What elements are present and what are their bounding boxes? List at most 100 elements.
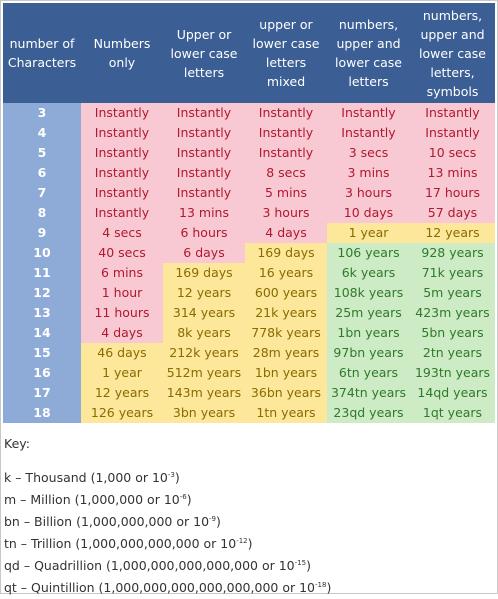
table-cell: 13 mins — [410, 163, 495, 183]
key-item-text: qt – Quintillion (1,000,000,000,000,000,… — [4, 580, 315, 595]
table-row: 4 Instantly Instantly Instantly Instantly Ins… — [3, 123, 495, 143]
row-character-count: 13 — [3, 303, 81, 323]
table-cell: 97bn years — [327, 343, 410, 363]
table-cell: Instantly — [163, 143, 245, 163]
key-item-text: qd – Quadrillion (1,000,000,000,000,000 … — [4, 558, 295, 573]
table-row: 13 11 hours 314 years 21k years 25m years 423… — [3, 303, 495, 323]
row-character-count: 4 — [3, 123, 81, 143]
header-numbers-upper-lower: numbers, upper and lower case letters — [327, 3, 410, 103]
table-cell: 21k years — [245, 303, 327, 323]
table-cell: Instantly — [245, 103, 327, 123]
table-cell: 1bn years — [327, 323, 410, 343]
table-cell: Instantly — [81, 143, 163, 163]
table-cell: 6 hours — [163, 223, 245, 243]
table-cell: 13 mins — [163, 203, 245, 223]
key-item-close: ) — [186, 492, 192, 507]
table-cell: 778k years — [245, 323, 327, 343]
table-cell: 6 days — [163, 243, 245, 263]
table-cell: 6tn years — [327, 363, 410, 383]
row-character-count: 10 — [3, 243, 81, 263]
table-cell: 3 mins — [327, 163, 410, 183]
table-cell: 3 hours — [245, 203, 327, 223]
table-cell: 10 secs — [410, 143, 495, 163]
table-cell: 3 secs — [327, 143, 410, 163]
table-row: 10 40 secs 6 days 169 days 106 years 928 year… — [3, 243, 495, 263]
table-cell: 57 days — [410, 203, 495, 223]
table-cell: Instantly — [163, 123, 245, 143]
row-character-count: 3 — [3, 103, 81, 123]
header-upper-or-lower-case: Upper or lower case letters — [163, 3, 245, 103]
table-cell: 36bn years — [245, 383, 327, 403]
table-row: 16 1 year 512m years 1bn years 6tn years 193t… — [3, 363, 495, 383]
key-item: k – Thousand (1,000 or 10-3) — [4, 467, 331, 489]
row-character-count: 7 — [3, 183, 81, 203]
table-row: 18 126 years 3bn years 1tn years 23qd years 1… — [3, 403, 495, 423]
table-cell: 1 year — [327, 223, 410, 243]
row-character-count: 9 — [3, 223, 81, 243]
table-cell: 12 years — [163, 283, 245, 303]
table-cell: Instantly — [163, 183, 245, 203]
table-cell: 25m years — [327, 303, 410, 323]
table-cell: 8 secs — [245, 163, 327, 183]
table-cell: 143m years — [163, 383, 245, 403]
table-cell: 1bn years — [245, 363, 327, 383]
table-cell: 600 years — [245, 283, 327, 303]
table-body: 3 Instantly Instantly Instantly Instantly Ins… — [3, 103, 495, 423]
table-cell: 6k years — [327, 263, 410, 283]
key-title: Key: — [4, 436, 30, 451]
table-cell: Instantly — [81, 183, 163, 203]
table-cell: 423m years — [410, 303, 495, 323]
table-cell: 4 secs — [81, 223, 163, 243]
table-cell: 14qd years — [410, 383, 495, 403]
row-character-count: 5 — [3, 143, 81, 163]
key-item-close: ) — [247, 536, 253, 551]
key-item-close: ) — [306, 558, 311, 573]
table-cell: 314 years — [163, 303, 245, 323]
table-cell: Instantly — [327, 103, 410, 123]
table-cell: Instantly — [245, 143, 327, 163]
key-item: bn – Billion (1,000,000,000 or 10-9) — [4, 511, 331, 533]
table-cell: Instantly — [410, 103, 495, 123]
table-cell: Instantly — [81, 163, 163, 183]
row-character-count: 15 — [3, 343, 81, 363]
row-character-count: 16 — [3, 363, 81, 383]
key-item-text: tn – Trillion (1,000,000,000,000 or 10 — [4, 536, 237, 551]
table-cell: Instantly — [327, 123, 410, 143]
table-cell: 28m years — [245, 343, 327, 363]
table-cell: 4 days — [245, 223, 327, 243]
header-upper-or-lower-mixed: upper or lower case letters mixed — [245, 3, 327, 103]
table-row: 3 Instantly Instantly Instantly Instantly Ins… — [3, 103, 495, 123]
password-crack-time-table: number of Characters Numbers only Upper … — [3, 3, 495, 423]
table-cell: 1tn years — [245, 403, 327, 423]
key-list: k – Thousand (1,000 or 10-3) m – Million … — [4, 467, 331, 599]
key-item-exponent: -3 — [167, 470, 175, 479]
key-item-exponent: -9 — [209, 514, 217, 523]
row-character-count: 11 — [3, 263, 81, 283]
key-item-text: bn – Billion (1,000,000,000 or 10 — [4, 514, 210, 529]
table-cell: 6 mins — [81, 263, 163, 283]
key-item-exponent: -15 — [294, 558, 307, 567]
key-item-close: ) — [326, 580, 332, 595]
table-row: 17 12 years 143m years 36bn years 374tn year… — [3, 383, 495, 403]
header-numbers-upper-lower-symbols: numbers, upper and lower case letters, s… — [410, 3, 495, 103]
table-cell: 8k years — [163, 323, 245, 343]
table-cell: Instantly — [81, 123, 163, 143]
table-row: 15 46 days 212k years 28m years 97bn years 2t… — [3, 343, 495, 363]
table-cell: 1 hour — [81, 283, 163, 303]
table-cell: 16 years — [245, 263, 327, 283]
table-cell: 169 days — [245, 243, 327, 263]
table-row: 14 4 days 8k years 778k years 1bn years 5bn y… — [3, 323, 495, 343]
table-row: 5 Instantly Instantly Instantly 3 secs 10 sec… — [3, 143, 495, 163]
row-character-count: 8 — [3, 203, 81, 223]
table-cell: 17 hours — [410, 183, 495, 203]
row-character-count: 6 — [3, 163, 81, 183]
table-cell: 2tn years — [410, 343, 495, 363]
table-cell: 374tn years — [327, 383, 410, 403]
key-item-exponent: -6 — [179, 492, 187, 501]
key-item: qt – Quintillion (1,000,000,000,000,000,… — [4, 577, 331, 599]
key-item: m – Million (1,000,000 or 10-6) — [4, 489, 331, 511]
key-item-exponent: -12 — [236, 536, 248, 545]
table-row: 12 1 hour 12 years 600 years 108k years 5m ye… — [3, 283, 495, 303]
